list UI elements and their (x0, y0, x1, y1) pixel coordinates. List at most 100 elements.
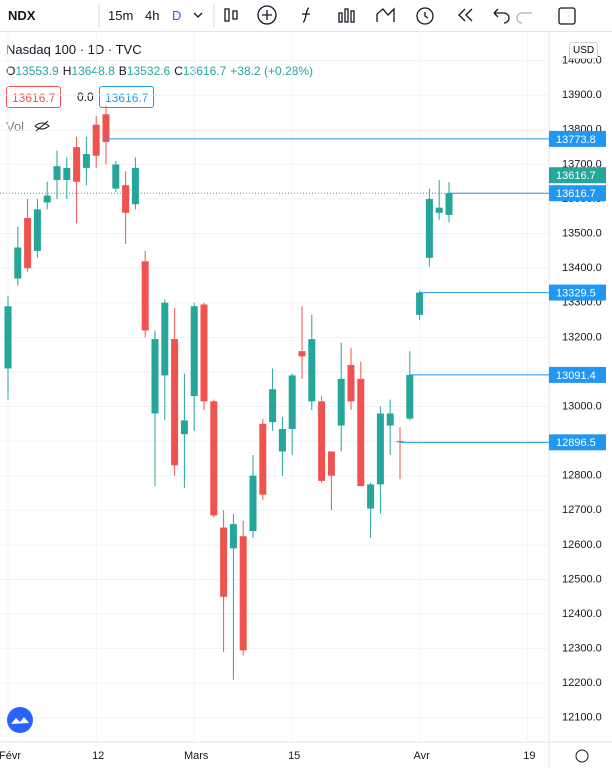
candle-body (171, 339, 179, 466)
interval[interactable]: D (172, 8, 182, 23)
candle-body (269, 389, 277, 423)
ask-box[interactable]: 13616.7 (99, 86, 155, 108)
candle-body (298, 351, 306, 357)
x-tick-label: Mars (184, 750, 209, 762)
candle-body (337, 378, 345, 426)
x-tick-label: Févr (0, 750, 21, 762)
logo-wave (11, 717, 29, 724)
candle-body (357, 378, 365, 487)
ohlc-letter: B (118, 64, 127, 78)
candle-body (239, 536, 247, 651)
y-tick-label: 13000.0 (562, 400, 602, 412)
candle-body (425, 199, 433, 258)
candle-body (347, 365, 355, 402)
price-tag-label: 13091.4 (556, 370, 596, 382)
candle-body (122, 185, 130, 213)
toolbar: NDX 15m 4h D (0, 0, 612, 32)
ohlc-letter: O (6, 64, 16, 78)
candle-body (259, 423, 267, 495)
interval[interactable]: 15m (108, 8, 134, 23)
candle-body (33, 209, 41, 251)
x-tick-label: Avr (413, 750, 430, 762)
candle-body (445, 193, 453, 215)
y-tick-label: 12700.0 (562, 504, 602, 516)
y-tick-label: 12800.0 (562, 470, 602, 482)
candle-body (229, 524, 237, 549)
candle-body (92, 124, 100, 156)
x-tick-label: 19 (523, 750, 535, 762)
currency[interactable]: USD (569, 42, 599, 59)
y-tick-label: 12500.0 (562, 573, 602, 585)
legend-title: Nasdaq 100 · 1D · TVC (6, 42, 142, 57)
candle-body (249, 475, 257, 532)
last-price-label: 13616.7 (556, 170, 596, 182)
y-tick-label: 13200.0 (562, 331, 602, 343)
y-tick-label: 12200.0 (562, 677, 602, 689)
candle-body (102, 114, 110, 142)
price-tag-label: 13329.5 (556, 287, 596, 299)
candle-body (151, 339, 159, 414)
y-tick-label: 12100.0 (562, 712, 602, 724)
candle-body (210, 401, 218, 516)
price-tag (549, 366, 606, 383)
price-tag-label: 12896.5 (556, 437, 596, 449)
y-tick-label: 12300.0 (562, 643, 602, 655)
candle-body (416, 292, 424, 315)
ohlc-letter: C (174, 64, 183, 78)
candle-body (376, 413, 384, 485)
candle-body (53, 166, 61, 180)
candle-body (82, 154, 90, 168)
ohlc-letter: H (62, 64, 72, 78)
price-tag-label: 13773.8 (556, 134, 596, 146)
visibility-icon (34, 120, 50, 132)
y-tick-label: 12400.0 (562, 608, 602, 620)
y-tick-label: 13900.0 (562, 89, 602, 101)
price-tag-label: 13616.7 (556, 188, 596, 200)
candle-body (14, 247, 22, 279)
candle-body (278, 429, 286, 452)
interval[interactable]: 4h (145, 8, 160, 23)
price-tag (549, 130, 606, 147)
candle-body (200, 304, 208, 402)
candle-body (63, 167, 71, 180)
candle-body (288, 375, 296, 430)
candle-body (386, 413, 394, 426)
last-price-tag (549, 167, 606, 184)
candle-body (406, 374, 414, 419)
price-tag (549, 284, 606, 301)
price-tag (549, 434, 606, 451)
ohlc-value: 13532.6 (126, 64, 171, 78)
candle-body (190, 306, 198, 397)
candle-body (367, 484, 375, 509)
y-tick-label: 12600.0 (562, 539, 602, 551)
candle-body (131, 167, 139, 205)
ohlc-value: 13553.9 (15, 64, 59, 78)
candle-body (308, 339, 316, 402)
y-tick-label: 13400.0 (562, 262, 602, 274)
candle-body (318, 401, 326, 481)
candle-body (112, 164, 120, 189)
candle-body (327, 451, 335, 476)
ohlc-value: 13648.8 (71, 64, 115, 78)
symbol[interactable]: NDX (8, 8, 36, 23)
spread: 0.0 (77, 90, 94, 104)
logo (7, 707, 33, 733)
price-tag (549, 185, 606, 202)
candle-body (141, 261, 149, 331)
candle-body (180, 420, 188, 435)
candle-body (396, 441, 404, 443)
candle-body (43, 195, 51, 203)
y-tick-label: 14000.0 (562, 55, 602, 67)
candle-body (24, 218, 32, 269)
candle-body (161, 302, 169, 376)
settings-icon[interactable] (575, 749, 589, 763)
candle-body (73, 147, 81, 182)
candle-body (435, 207, 443, 213)
bid-box[interactable]: 13616.7 (6, 86, 62, 108)
y-tick-label: 13500.0 (562, 228, 602, 240)
x-tick-label: 15 (288, 750, 300, 762)
candle-body (4, 306, 12, 369)
legend-ohlc: O13553.9 H13648.8 B13532.6 C13616.7 +38.2 (+… (6, 64, 313, 78)
